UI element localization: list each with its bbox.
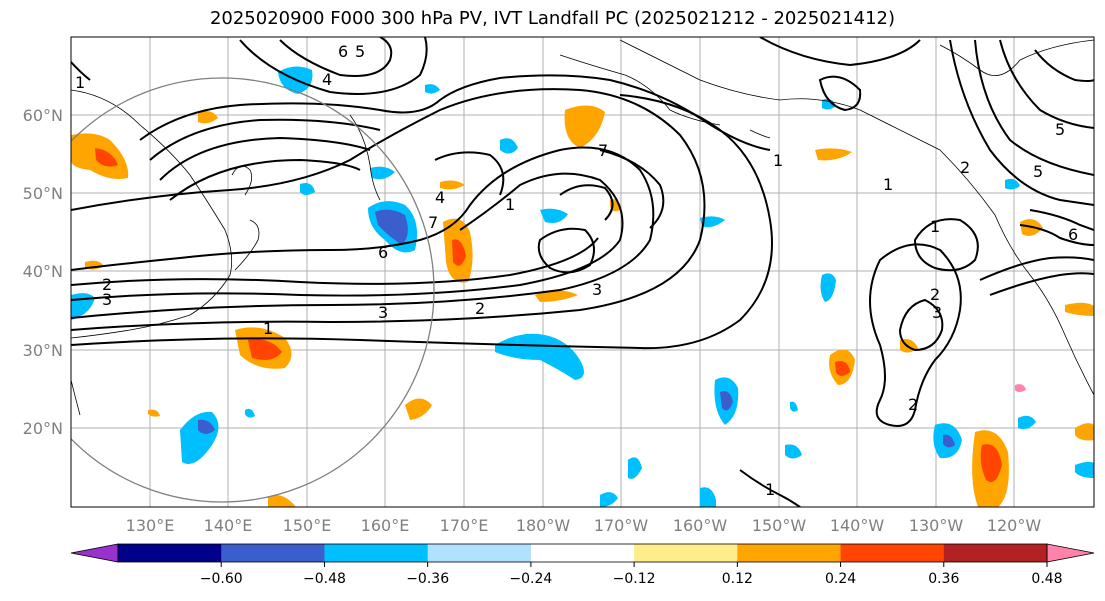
contour-label: 2 [102, 275, 112, 294]
latitude-labels: 60°N 50°N 40°N 30°N 20°N [23, 106, 63, 438]
colorbar-segment [840, 544, 945, 562]
colorbar-segment [634, 544, 738, 562]
colorbar-tick-label: −0.24 [509, 571, 552, 587]
contour-label: 5 [1055, 120, 1065, 139]
contour-label: 1 [263, 319, 273, 338]
ivt-negative-anomalies [71, 66, 1094, 507]
contour-label: 1 [765, 480, 775, 499]
ivt-positive-anomalies [71, 105, 1094, 507]
colorbar-tick-label: −0.12 [613, 571, 656, 587]
colorbar-segment [427, 544, 532, 562]
colorbar-segment [530, 544, 635, 562]
map-title: 2025020900 F000 300 hPa PV, IVT Landfall… [209, 8, 896, 29]
lat-label: 20°N [23, 419, 63, 438]
contour-label: 6 [338, 42, 348, 61]
colorbar-segment [324, 544, 429, 562]
colorbar-tick-label: −0.48 [303, 571, 346, 587]
contour-label: 2 [930, 285, 940, 304]
contour-label: 3 [102, 290, 112, 309]
contour-label: 7 [598, 141, 608, 160]
colorbar-tick-label: −0.36 [406, 571, 449, 587]
colorbar-tick-label: 0.12 [722, 571, 753, 587]
lon-label: 160°W [673, 516, 728, 535]
pv-contours [71, 37, 1094, 507]
lon-label: 120°W [987, 516, 1042, 535]
colorbar-segment [118, 544, 222, 562]
contour-label: 2 [960, 158, 970, 177]
lon-label: 140°E [204, 516, 253, 535]
contour-label: 2 [475, 299, 485, 318]
lon-label: 150°W [752, 516, 807, 535]
lon-label: 130°E [126, 516, 175, 535]
lon-label: 160°E [361, 516, 410, 535]
contour-label: 3 [932, 303, 942, 322]
contour-label: 4 [322, 70, 332, 89]
colorbar-outline [117, 543, 1048, 563]
lon-label: 130°W [909, 516, 964, 535]
lon-label: 180°W [516, 516, 571, 535]
colorbar-segment [737, 544, 842, 562]
range-ring [71, 77, 435, 503]
colorbar-segment [943, 544, 1048, 562]
lat-label: 30°N [23, 341, 63, 360]
lon-label: 140°W [830, 516, 885, 535]
contour-label: 1 [930, 217, 940, 236]
contour-label: 1 [505, 195, 515, 214]
contour-label: 1 [75, 73, 85, 92]
colorbar-tick-label: 0.24 [825, 571, 856, 587]
lon-label: 150°E [283, 516, 332, 535]
contour-label: 5 [1033, 162, 1043, 181]
contour-label: 6 [378, 243, 388, 262]
contour-label: 1 [773, 151, 783, 170]
contour-label: 1 [883, 175, 893, 194]
colorbar-extend-low [70, 543, 119, 563]
lat-label: 60°N [23, 106, 63, 125]
colorbar-tick-label: −0.60 [200, 571, 243, 587]
colorbar-tick-label: 0.36 [928, 571, 959, 587]
lat-label: 40°N [23, 262, 63, 281]
contour-label: 3 [592, 280, 602, 299]
contour-label: 4 [435, 188, 445, 207]
coastlines [71, 39, 1094, 416]
contour-label: 6 [1068, 225, 1078, 244]
contour-label: 7 [428, 213, 438, 232]
lon-label: 170°W [594, 516, 649, 535]
contour-label: 2 [908, 395, 918, 414]
contour-label: 3 [378, 303, 388, 322]
contour-labels: 1 1 1 1 1 1 1 2 2 2 2 2 3 3 3 3 4 4 5 5 … [75, 42, 1078, 499]
colorbar-segment [221, 544, 325, 562]
lon-label: 170°E [440, 516, 489, 535]
longitude-labels: 130°E 140°E 150°E 160°E 170°E 180°W 170°… [126, 516, 1042, 535]
contour-label: 5 [355, 42, 365, 61]
lat-label: 50°N [23, 184, 63, 203]
colorbar-tick-label: 0.48 [1031, 571, 1062, 587]
colorbar: −0.60 −0.48 −0.36 −0.24 −0.12 0.12 0.24 0.36 0.4… [70, 543, 1095, 587]
colorbar-extend-high [1046, 543, 1095, 563]
map-frame [70, 36, 1095, 508]
